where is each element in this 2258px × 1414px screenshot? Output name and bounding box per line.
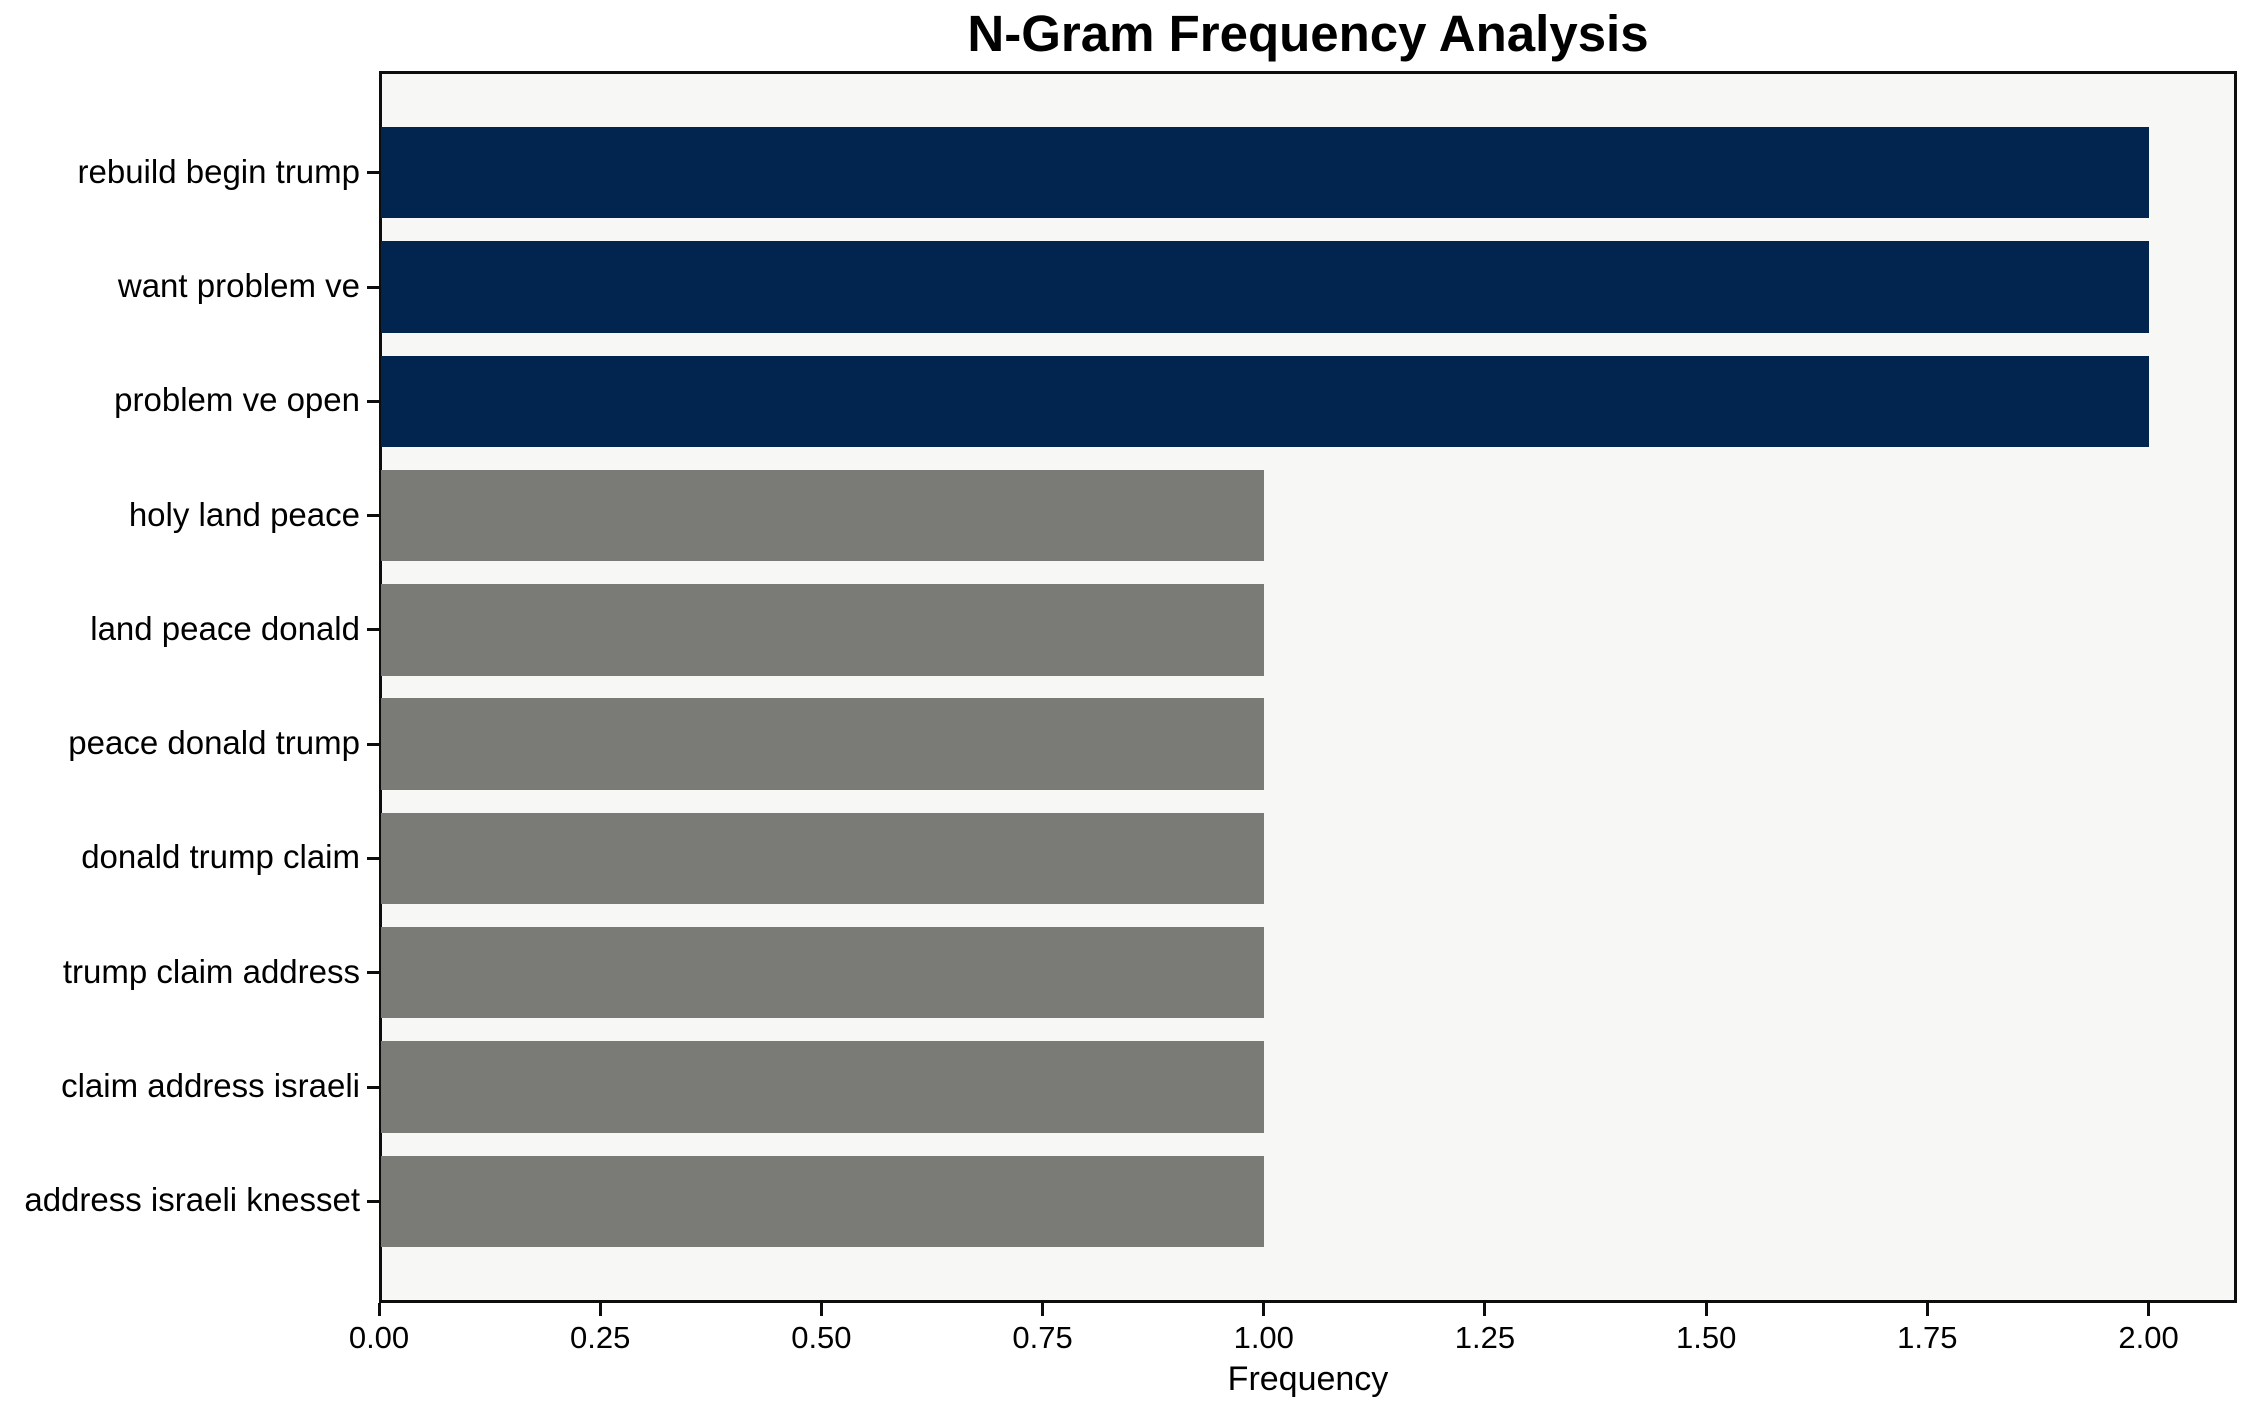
x-tick-label: 1.25 [1454,1320,1516,1355]
y-tick-label: peace donald trump [68,724,360,762]
x-tick-mark [1925,1303,1929,1316]
y-tick-label: want problem ve [117,267,360,304]
x-tick-label: 0.00 [348,1320,410,1355]
bar [381,1041,1264,1133]
x-tick-label: 0.50 [791,1320,852,1355]
y-tick-label: rebuild begin trump [77,152,361,190]
x-tick-label: 2.00 [2118,1320,2179,1355]
y-tick-mark [367,171,379,175]
x-tick-mark [2147,1303,2151,1316]
x-tick-label: 0.25 [570,1320,631,1355]
bar [381,812,1264,905]
y-tick-label: trump claim address [62,952,360,990]
x-tick-mark [377,1303,381,1316]
x-axis-label: Frequency [1227,1360,1389,1398]
y-tick-mark [367,399,379,403]
bar [381,1155,1264,1247]
x-tick-label: 0.75 [1012,1320,1073,1355]
chart-title: N-Gram Frequency Analysis [967,5,1649,62]
y-tick-label: claim address israeli [61,1067,360,1104]
y-tick-label: problem ve open [114,381,360,419]
y-tick-mark [367,628,379,632]
bar [381,241,2149,333]
bar [381,927,1264,1019]
x-tick-mark [1041,1303,1045,1316]
y-tick-label: donald trump claim [81,838,360,876]
x-tick-mark [1262,1303,1266,1316]
y-tick-mark [367,285,379,289]
x-tick-label: 1.00 [1233,1320,1294,1355]
y-tick-label: address israeli knesset [24,1181,360,1219]
y-tick-label: land peace donald [90,609,360,647]
bar [381,698,1264,790]
x-tick-mark [598,1303,602,1316]
bar [381,584,1264,676]
x-tick-mark [1704,1303,1708,1316]
bar [381,127,2149,219]
y-tick-mark [367,856,379,860]
y-tick-mark [367,971,379,975]
x-tick-mark [1483,1303,1487,1316]
y-tick-mark [367,1085,379,1089]
y-tick-mark [367,514,379,518]
y-tick-mark [367,742,379,746]
x-tick-label: 1.50 [1675,1320,1737,1355]
x-tick-label: 1.75 [1897,1320,1958,1355]
x-tick-mark [819,1303,823,1316]
y-tick-mark [367,1199,379,1203]
bar [381,355,2149,447]
bar [381,469,1264,562]
y-tick-label: holy land peace [128,495,360,533]
